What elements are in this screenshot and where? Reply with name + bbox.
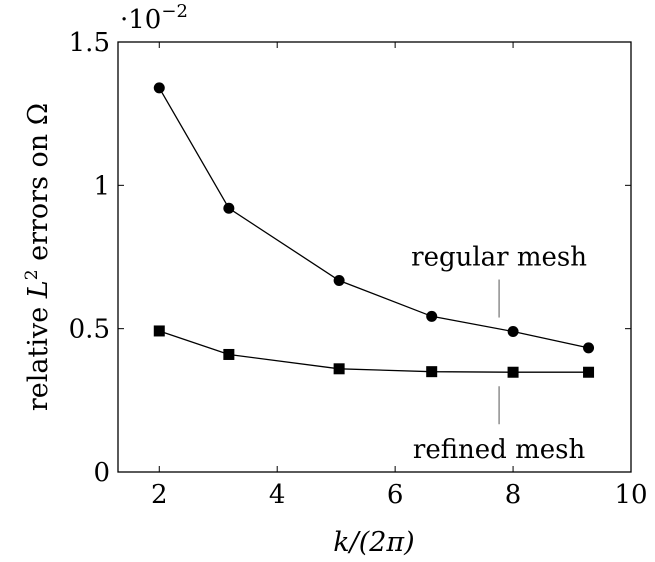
y-axis-label-var: L [23, 280, 54, 299]
y-axis-label-prefix: relative [23, 298, 54, 411]
plot-frame [117, 41, 632, 473]
y-tick-label: 1 [93, 171, 110, 201]
y-tick-label: 1.5 [69, 28, 110, 58]
y-multiplier: ·10−2 [120, 1, 188, 35]
data-point [507, 366, 519, 378]
annotations: regular mesh refined mesh [411, 243, 587, 466]
y-tick-label: 0 [93, 458, 110, 488]
data-point [153, 325, 165, 337]
x-axis-label: k/(2π) [333, 527, 414, 558]
series-1 [153, 82, 595, 354]
series-line [159, 330, 589, 373]
y-axis-label: relative L2 errors on Ω [22, 103, 54, 411]
data-point [583, 342, 595, 354]
series-2 [153, 325, 595, 378]
data-point [426, 310, 438, 322]
x-tick-label: 8 [505, 480, 522, 510]
data-point [333, 275, 345, 287]
x-tick-label: 10 [614, 480, 647, 510]
series-line [158, 87, 589, 349]
data-point [583, 366, 595, 378]
data-point [223, 348, 235, 360]
data-point [507, 326, 519, 338]
data-series [153, 82, 595, 378]
data-point [153, 82, 165, 94]
y-axis-label-sup: 2 [22, 269, 42, 280]
x-tick-label: 4 [269, 480, 286, 510]
y-multiplier-base: ·10 [120, 5, 161, 35]
y-tick-label: 0.5 [69, 315, 110, 345]
data-point [333, 363, 345, 375]
data-point [223, 202, 235, 214]
x-tick-label: 2 [151, 480, 168, 510]
y-multiplier-exponent: −2 [161, 1, 188, 22]
axis-ticks: 2 4 6 8 10 0 0.5 1 1.5 [69, 28, 648, 510]
annotation-regular-mesh: regular mesh [411, 243, 587, 273]
data-point [426, 366, 438, 378]
y-axis-label-suffix: errors on Ω [23, 103, 54, 270]
x-tick-label: 6 [387, 480, 404, 510]
annotation-refined-mesh: refined mesh [413, 435, 586, 465]
